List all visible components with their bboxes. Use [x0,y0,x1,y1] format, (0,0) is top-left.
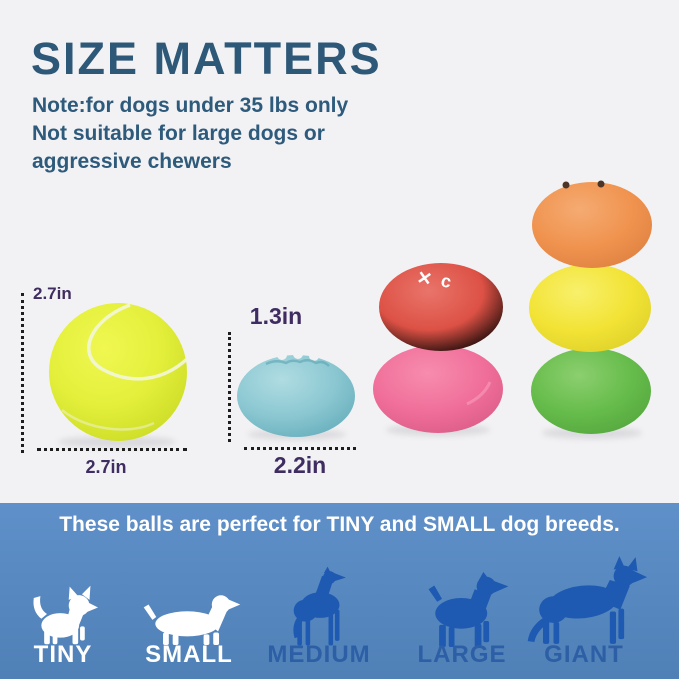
orange-ball-eye [597,180,605,188]
green-squishy-ball [530,347,652,435]
orange-ball-graphic [532,180,652,268]
pink-ball-graphic [373,345,503,433]
medium-dog-icon [293,566,346,646]
squishy-width-label: 2.2in [273,452,327,478]
tennis-width-label: 2.7in [85,457,127,477]
breed-label-medium: MEDIUM [267,641,371,668]
note-text: Note:for dogs under 35 lbs only Not suit… [32,92,348,176]
tiny-dog-icon [33,585,98,645]
squishy-height-label: 1.3in [249,303,303,329]
red-ball-c-mark: c [439,270,453,292]
tennis-width-line [37,448,187,451]
pink-squishy-ball [372,344,504,434]
yellow-squishy-ball [528,263,652,353]
red-ball-x-mark: ✕ [415,267,433,289]
tennis-ball [46,302,191,443]
orange-ball-eye [562,181,570,189]
yellow-ball-graphic [529,264,651,352]
blue-squishy-ball [236,349,356,438]
giant-dog-icon [527,556,648,644]
red-ball-graphic: ✕ c [379,263,503,351]
breed-label-tiny: TINY [33,641,93,668]
squishy-width-line [244,447,356,450]
breed-label-small: SMALL [145,641,233,668]
green-ball-graphic [531,348,651,434]
small-dog-icon [143,595,241,646]
note-line: Not suitable for large dogs or [32,122,325,145]
page-title: SIZE MATTERS [31,33,382,84]
orange-squishy-ball [531,180,653,268]
large-dog-icon [428,572,509,647]
note-line: aggressive chewers [32,150,232,173]
squishy-height-line [228,332,231,442]
tennis-ball-shadow [58,436,176,448]
note-line: Note:for dogs under 35 lbs only [32,94,349,117]
banner-text: These balls are perfect for TINY and SMA… [59,513,620,536]
tennis-ball-graphic [49,303,189,441]
breed-label-large: LARGE [417,641,507,668]
breed-label-giant: GIANT [544,641,624,668]
red-squishy-ball: ✕ c [378,260,505,352]
tennis-height-label: 2.7in [33,284,72,303]
blue-ball-graphic [237,349,355,437]
tennis-height-line [21,293,24,453]
